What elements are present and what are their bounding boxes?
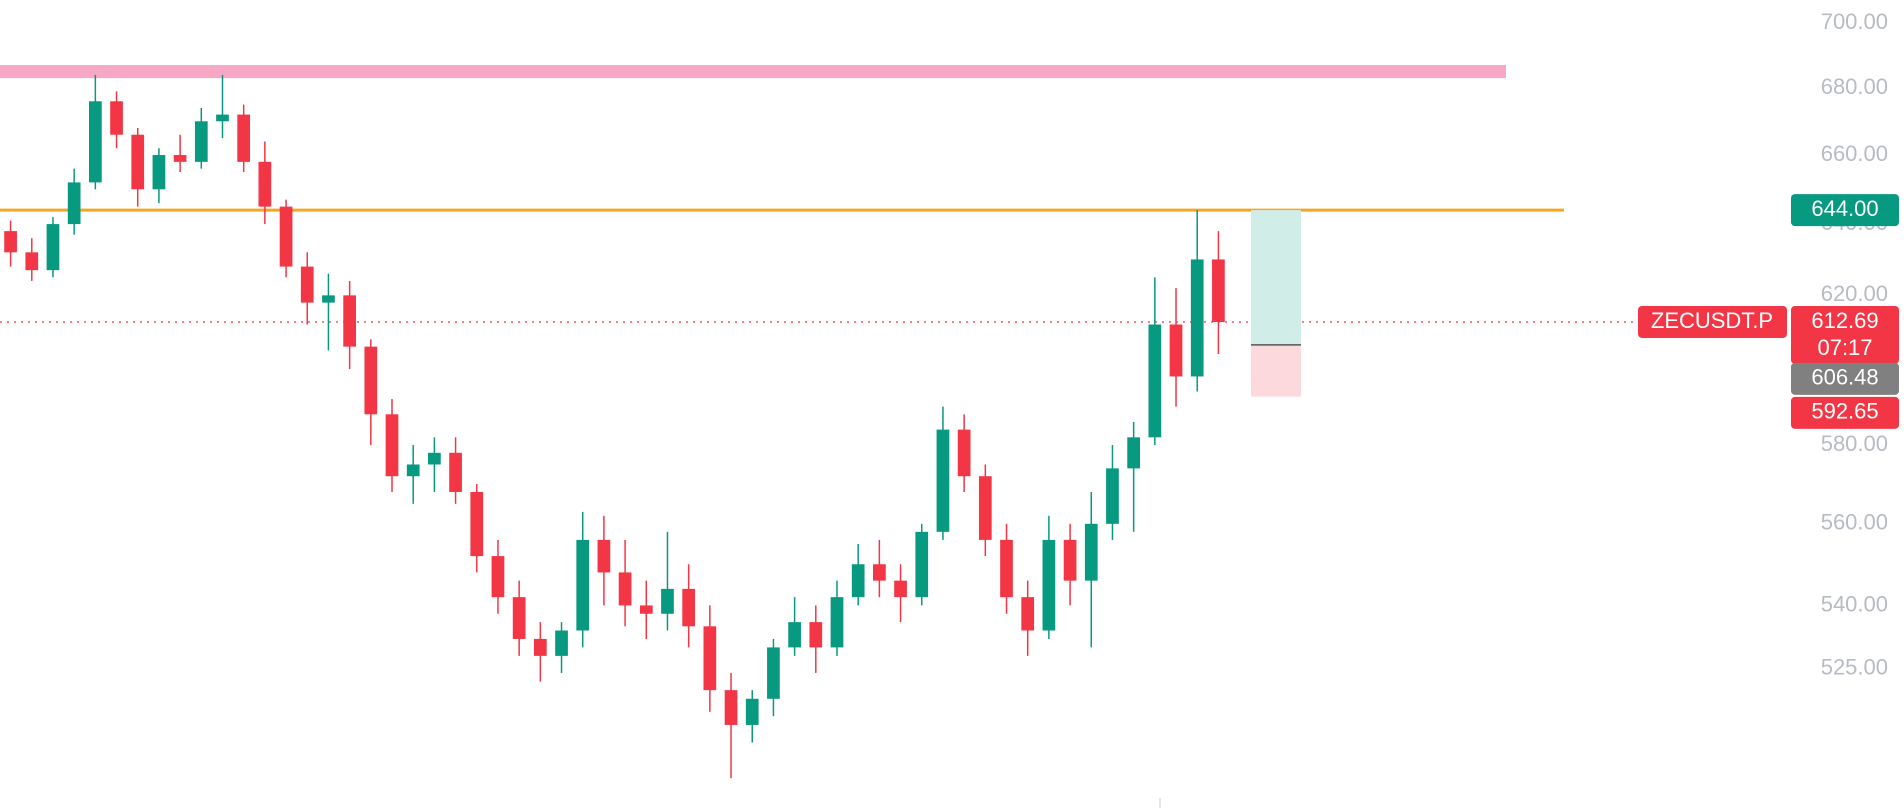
candle-body: [300, 266, 314, 303]
y-tick-label: 660.00: [1821, 141, 1888, 166]
candle-body: [767, 647, 780, 699]
candle-body: [1042, 539, 1056, 631]
candle-body: [851, 564, 865, 598]
candle-body: [385, 414, 399, 477]
entry-tag-box: [1791, 362, 1899, 395]
stop-tag-label: 592.65: [1811, 399, 1878, 424]
candle-body: [194, 121, 208, 162]
candle-body: [703, 626, 717, 691]
candle-body: [1063, 539, 1077, 581]
candle-body: [555, 630, 568, 656]
candle-body: [639, 605, 653, 614]
y-tick-label: 580.00: [1821, 431, 1888, 456]
candle-body: [533, 638, 547, 656]
level-tag-box: [1791, 194, 1899, 227]
resistance-zone: [0, 65, 1506, 79]
candle-body: [449, 452, 462, 492]
y-tick-label: 700.00: [1821, 9, 1888, 34]
candle-body: [1021, 597, 1035, 631]
candle-body: [576, 539, 590, 631]
candle-body: [110, 101, 123, 135]
candle-body: [724, 690, 738, 725]
last-price-tag-label: 07:17: [1817, 335, 1872, 360]
candle-body: [894, 580, 907, 598]
candle-body: [1000, 539, 1013, 598]
candle-body: [4, 231, 17, 253]
last-price-tag-box: [1791, 305, 1899, 364]
candle-body: [915, 531, 929, 598]
candle-body: [131, 134, 145, 190]
candle-body: [173, 155, 187, 162]
candle-body: [364, 346, 378, 415]
entry-tag-label: 606.48: [1811, 365, 1878, 390]
candle-body: [597, 539, 611, 573]
candle-body: [152, 155, 166, 190]
candle-body: [745, 698, 759, 725]
candle-body: [216, 114, 229, 122]
loss-zone: [1251, 344, 1301, 397]
candle-body: [512, 597, 526, 639]
y-tick-label: 560.00: [1821, 510, 1888, 535]
candle-body: [258, 161, 272, 207]
candle-body: [428, 452, 441, 465]
candle-body: [809, 622, 823, 648]
candle-body: [978, 476, 992, 540]
candle-body: [67, 182, 81, 225]
y-tick-label: 680.00: [1821, 74, 1888, 99]
candle-body: [237, 114, 251, 162]
candle-body: [470, 491, 484, 557]
candle-body: [618, 572, 632, 606]
y-tick-label: 540.00: [1821, 591, 1888, 616]
symbol-tag: ZECUSDT.P: [1651, 308, 1773, 333]
y-tick-label: 620.00: [1821, 281, 1888, 306]
candle-body: [1084, 523, 1098, 581]
candle-body: [788, 622, 801, 648]
candle-body: [1148, 324, 1162, 438]
level-tag-label: 644.00: [1811, 196, 1878, 221]
candle-body: [25, 252, 39, 271]
candle-body: [682, 588, 696, 627]
candle-body: [957, 429, 971, 477]
stop-tag-box: [1791, 396, 1899, 429]
candle-body: [279, 206, 293, 267]
candle-body: [491, 556, 505, 598]
candle-body: [661, 588, 674, 614]
candle-body: [1190, 259, 1204, 377]
candle-body: [1169, 324, 1183, 377]
candle-body: [936, 429, 950, 532]
y-tick-label: 525.00: [1821, 654, 1888, 679]
candle-body: [406, 464, 420, 477]
candle-body: [322, 295, 335, 303]
candle-body: [1127, 437, 1141, 469]
symbol-tag-box: [1638, 305, 1787, 338]
candle-body: [830, 597, 844, 648]
candle-body: [46, 224, 60, 271]
candle-body: [1106, 468, 1119, 524]
candle-body: [88, 101, 102, 183]
last-price-tag-label: 612.69: [1811, 308, 1878, 333]
candle-body: [343, 295, 356, 347]
candle-body: [1212, 259, 1225, 322]
profit-zone: [1251, 210, 1301, 345]
candle-body: [873, 564, 886, 581]
